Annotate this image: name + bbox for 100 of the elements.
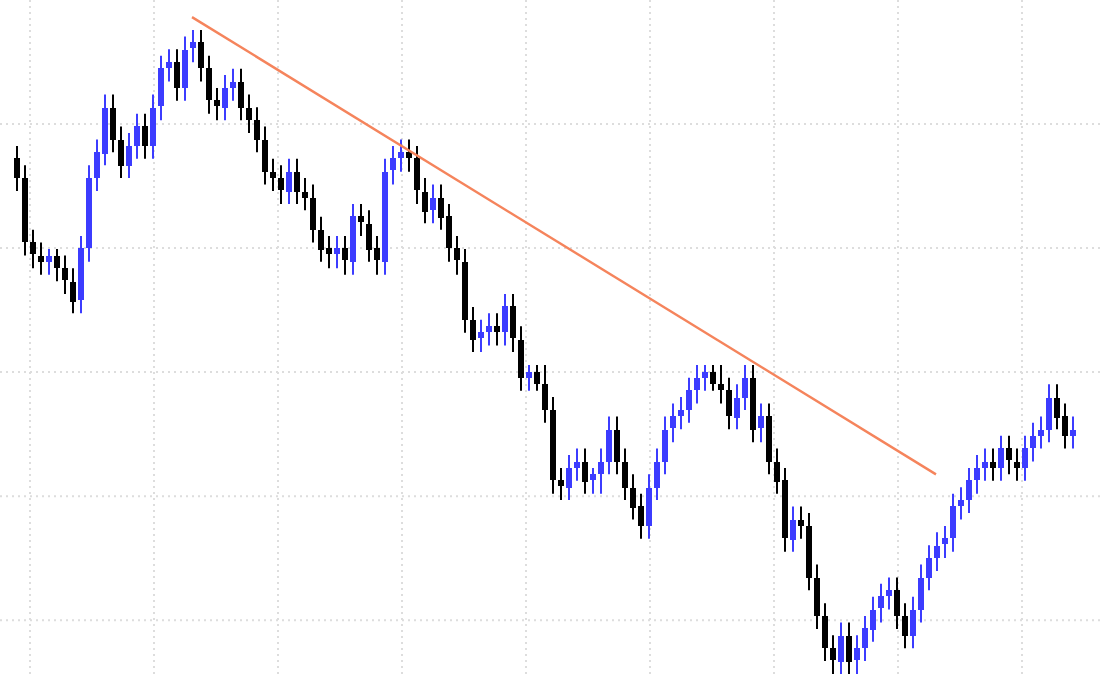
candlestick	[190, 29, 196, 64]
candlestick	[718, 363, 724, 405]
candlestick	[342, 235, 348, 276]
candlestick	[894, 576, 900, 630]
candlestick	[118, 125, 124, 180]
candlestick	[14, 144, 20, 192]
candlestick	[206, 54, 212, 115]
candlestick	[678, 396, 684, 431]
candlestick	[70, 267, 76, 315]
candlestick	[886, 576, 892, 611]
candlestick	[910, 595, 916, 650]
candlestick	[822, 602, 828, 663]
candlestick	[726, 376, 732, 431]
candlestick	[510, 293, 516, 353]
candlestick	[38, 241, 44, 276]
candlestick	[862, 615, 868, 663]
candlestick	[270, 157, 276, 192]
candlestick	[222, 74, 228, 122]
candlestick	[1070, 415, 1076, 450]
candlestick	[310, 183, 316, 244]
candlestick	[974, 454, 980, 495]
candlestick	[158, 54, 164, 122]
candlestick	[878, 582, 884, 624]
candlestick	[582, 447, 588, 495]
candlestick	[1038, 415, 1044, 450]
candlestick	[942, 524, 948, 560]
candlestick	[662, 415, 668, 476]
candlestick	[766, 402, 772, 476]
candlestick	[478, 318, 484, 353]
candlestick	[446, 202, 452, 263]
candlestick	[710, 363, 716, 392]
candlestick	[486, 312, 492, 347]
candlestick	[422, 177, 428, 225]
candlestick	[534, 363, 540, 392]
candlestick	[702, 363, 708, 392]
candlestick	[214, 86, 220, 122]
candlestick	[630, 473, 636, 521]
candlestick	[518, 325, 524, 392]
candlestick	[134, 112, 140, 160]
candlestick	[142, 112, 148, 160]
candlestick	[398, 138, 404, 173]
candlestick	[982, 447, 988, 482]
candlestick	[246, 93, 252, 135]
candlestick	[54, 247, 60, 283]
candlestick	[326, 235, 332, 270]
candlestick	[126, 132, 132, 180]
candlestick	[182, 35, 188, 102]
candlestick	[254, 106, 260, 154]
candlestick	[646, 473, 652, 540]
candlestick	[574, 447, 580, 482]
candlestick	[286, 157, 292, 205]
candlestick	[302, 177, 308, 212]
candlestick	[366, 209, 372, 263]
candlestick	[262, 125, 268, 186]
candlestick	[814, 563, 820, 630]
candlestick	[358, 202, 364, 238]
candlestick	[430, 183, 436, 225]
candlestick	[854, 634, 860, 675]
candlestick	[966, 466, 972, 514]
candlestick	[734, 383, 740, 431]
candlestick	[990, 447, 996, 482]
candlestick	[902, 602, 908, 650]
candlestick	[318, 215, 324, 263]
candlestick	[654, 447, 660, 502]
candlestick	[1046, 383, 1052, 444]
candlestick	[830, 634, 836, 675]
candlestick	[278, 164, 284, 205]
candlestick	[790, 505, 796, 553]
candlestick	[694, 363, 700, 405]
candlestick	[470, 305, 476, 353]
candlestick	[638, 492, 644, 540]
candlestick	[1014, 447, 1020, 482]
candlestick	[526, 363, 532, 392]
candlestick	[1006, 434, 1012, 476]
candlestick	[166, 48, 172, 83]
candlestick	[558, 466, 564, 502]
candlestick	[958, 486, 964, 521]
candlestick	[542, 363, 548, 424]
candlestick	[614, 415, 620, 476]
candlestick	[110, 93, 116, 154]
candlestick	[230, 67, 236, 102]
candlestick	[30, 228, 36, 270]
candlestick	[1062, 402, 1068, 450]
candlestick	[454, 235, 460, 276]
candlestick	[150, 93, 156, 160]
candlestick	[742, 363, 748, 411]
candlestick	[926, 544, 932, 592]
candlestick	[758, 402, 764, 444]
candlestick	[1054, 383, 1060, 431]
candlestick	[686, 376, 692, 424]
candlestick	[198, 29, 204, 83]
candlestick	[390, 144, 396, 186]
candlestick	[46, 247, 52, 276]
candlestick	[934, 531, 940, 572]
candlestick	[62, 254, 68, 296]
candlestick	[406, 138, 412, 173]
candlestick	[918, 563, 924, 624]
candlestick	[334, 235, 340, 270]
candlestick	[606, 415, 612, 476]
candlestick	[294, 157, 300, 205]
